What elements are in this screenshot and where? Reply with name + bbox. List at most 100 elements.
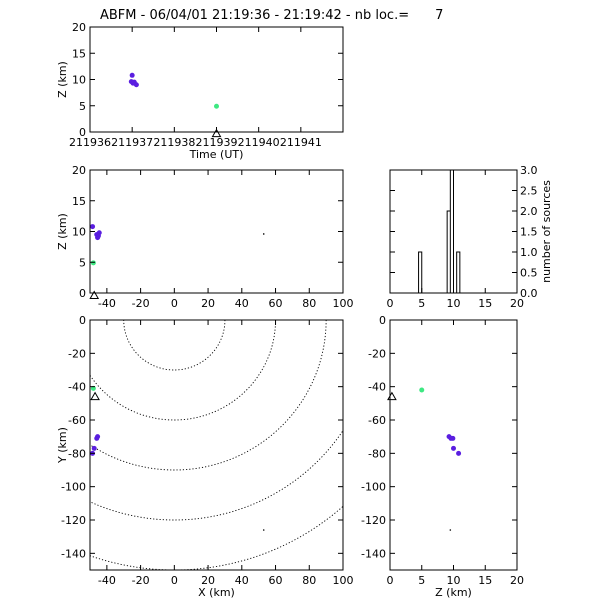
z_hist-ylabel: number of sources — [540, 180, 553, 283]
z_y-panel: 0 5 10 15 20 0 -20 -40 -60 -80 -100 -120 -140 Z (km) — [361, 314, 524, 599]
time_z-xlabel: Time (UT) — [189, 148, 244, 161]
x_z-xtick-label-4: 40 — [235, 297, 249, 310]
title-count: 7 — [435, 8, 443, 23]
time_z-xtick-label-4: 211940 — [238, 136, 280, 149]
x_y-point-1 — [94, 435, 100, 441]
time_z-frame — [89, 26, 344, 133]
time_z-xtick-label-3: 211939 — [196, 136, 238, 149]
time_z-xtick-label-1: 211937 — [111, 136, 153, 149]
title-count-label: nb loc.= — [355, 8, 409, 23]
x_z-xtick-label-2: 0 — [171, 297, 178, 310]
z_hist-ytick-label-5: 2.5 — [520, 185, 538, 198]
x_z-xtick-label-5: 60 — [269, 297, 283, 310]
time_z-xtick-label-2: 211938 — [153, 136, 195, 149]
title-time-start: 21:19:36 — [212, 8, 270, 23]
x_z-point-4 — [95, 233, 101, 239]
z_y-ytick-label-7: -140 — [361, 547, 386, 560]
z_y-plot-area — [419, 387, 462, 531]
x_z-ytick-label-3: 15 — [72, 195, 86, 208]
z_y-xlabel: Z (km) — [435, 586, 472, 599]
z_hist-ytick-label-4: 2.0 — [520, 205, 538, 218]
x_z-xtick-label-0: -40 — [98, 297, 116, 310]
x_z-point-5 — [90, 260, 96, 266]
time_z-ytick-label-2: 10 — [72, 74, 86, 87]
x_z-ytick-label-4: 20 — [72, 164, 86, 177]
x_z-xtick-label-7: 100 — [333, 297, 354, 310]
time_z-ytick-label-4: 20 — [72, 21, 86, 34]
z_hist-xtick-label-0: 0 — [387, 297, 394, 310]
time_z-ytick-label-1: 5 — [79, 100, 86, 113]
x_z-frame — [89, 169, 344, 294]
z_y-xtick-label-4: 20 — [510, 574, 524, 587]
z_hist-xtick-label-1: 5 — [418, 297, 425, 310]
z_y-point-2 — [450, 435, 456, 441]
x_y-station-marker — [90, 391, 100, 401]
time_z-point-1 — [129, 72, 135, 78]
time_z-ylabel: Z (km) — [56, 61, 69, 98]
x_y-reference-dot — [262, 529, 265, 531]
time_z-point-5 — [214, 103, 219, 109]
x_y-range-circle-1 — [90, 320, 276, 421]
x_z-ylabel: Z (km) — [56, 213, 69, 250]
title-date: 06/04/01 — [149, 8, 207, 23]
x_z-ytick-label-2: 10 — [72, 226, 86, 239]
z_y-xtick-label-0: 0 — [387, 574, 394, 587]
z_y-point-3 — [451, 445, 456, 451]
z_hist-xtick-label-4: 20 — [510, 297, 524, 310]
time_z-ytick-label-3: 15 — [72, 47, 86, 60]
x_y-ytick-label-2: -40 — [68, 381, 86, 394]
x_y-ytick-label-5: -100 — [61, 481, 86, 494]
x_y-ylabel: Y (km) — [56, 427, 69, 464]
x_y-ytick-label-6: -120 — [61, 514, 86, 527]
z_y-ytick-label-4: -80 — [368, 447, 386, 460]
z_y-point-4 — [456, 450, 462, 456]
title-time-end: 21:19:42 — [283, 8, 341, 23]
title-station: ABFM — [100, 8, 137, 23]
x_y-xtick-label-1: -20 — [132, 574, 150, 587]
x_y-ytick-label-7: -140 — [61, 547, 86, 560]
z_y-station-marker — [387, 391, 397, 401]
x_y-range-circle-2 — [90, 320, 327, 471]
z_hist-xtick-label-3: 15 — [478, 297, 492, 310]
x_z-station-marker — [89, 290, 100, 299]
x_z-xtick-label-6: 80 — [302, 297, 316, 310]
z_hist-ytick-label-1: 0.5 — [520, 267, 538, 280]
z_y-ytick-label-1: -20 — [368, 347, 386, 360]
x_y-xtick-label-7: 100 — [333, 574, 354, 587]
time_z-xtick-label-5: 211941 — [280, 136, 322, 149]
z_hist-plot-area — [390, 170, 517, 293]
x_y-ytick-label-4: -80 — [68, 447, 86, 460]
x_y-xtick-label-5: 60 — [269, 574, 283, 587]
x_z-ytick-label-0: 0 — [79, 287, 86, 300]
time_z-panel: 211936 211937 211938 211939 211940 211941 0 5 10… — [56, 21, 344, 161]
z_hist-ytick-label-2: 1.0 — [520, 246, 538, 259]
x_y-xtick-label-3: 20 — [201, 574, 215, 587]
x_y-ytick-label-0: 0 — [79, 314, 86, 327]
z_y-xtick-label-1: 5 — [418, 574, 425, 587]
x_z-point-0 — [90, 224, 96, 230]
z_hist-xtick-label-2: 10 — [447, 297, 461, 310]
z_y-xtick-label-2: 10 — [447, 574, 461, 587]
x_y-xlabel: X (km) — [198, 586, 235, 599]
z_y-ytick-label-2: -40 — [368, 381, 386, 394]
x_y-xtick-label-2: 0 — [171, 574, 178, 587]
x_y-ytick-label-1: -20 — [68, 347, 86, 360]
x_z-ytick-label-1: 5 — [79, 256, 86, 269]
z_y-ytick-label-6: -120 — [361, 514, 386, 527]
x_y-panel: -40 -20 0 20 40 60 80 100 0 -20 -40 -60 -80 -100 -120 -… — [56, 314, 354, 599]
z_y-frame — [389, 319, 518, 571]
x_y-ytick-label-3: -60 — [68, 414, 86, 427]
x_z-xtick-label-3: 20 — [201, 297, 215, 310]
x_y-point-2 — [91, 445, 97, 451]
time_z-ytick-label-0: 0 — [79, 126, 86, 139]
z_y-ytick-label-5: -100 — [361, 481, 386, 494]
x_z-plot-area — [90, 224, 265, 266]
x_y-xtick-label-0: -40 — [98, 574, 116, 587]
time_z-point-4 — [133, 82, 139, 88]
time_z-station-marker — [211, 128, 222, 138]
x_z-reference-dot — [262, 233, 265, 235]
x_y-range-circle-5 — [341, 568, 343, 570]
z_y-point-5 — [419, 387, 425, 393]
time_z-plot-area — [128, 72, 219, 109]
